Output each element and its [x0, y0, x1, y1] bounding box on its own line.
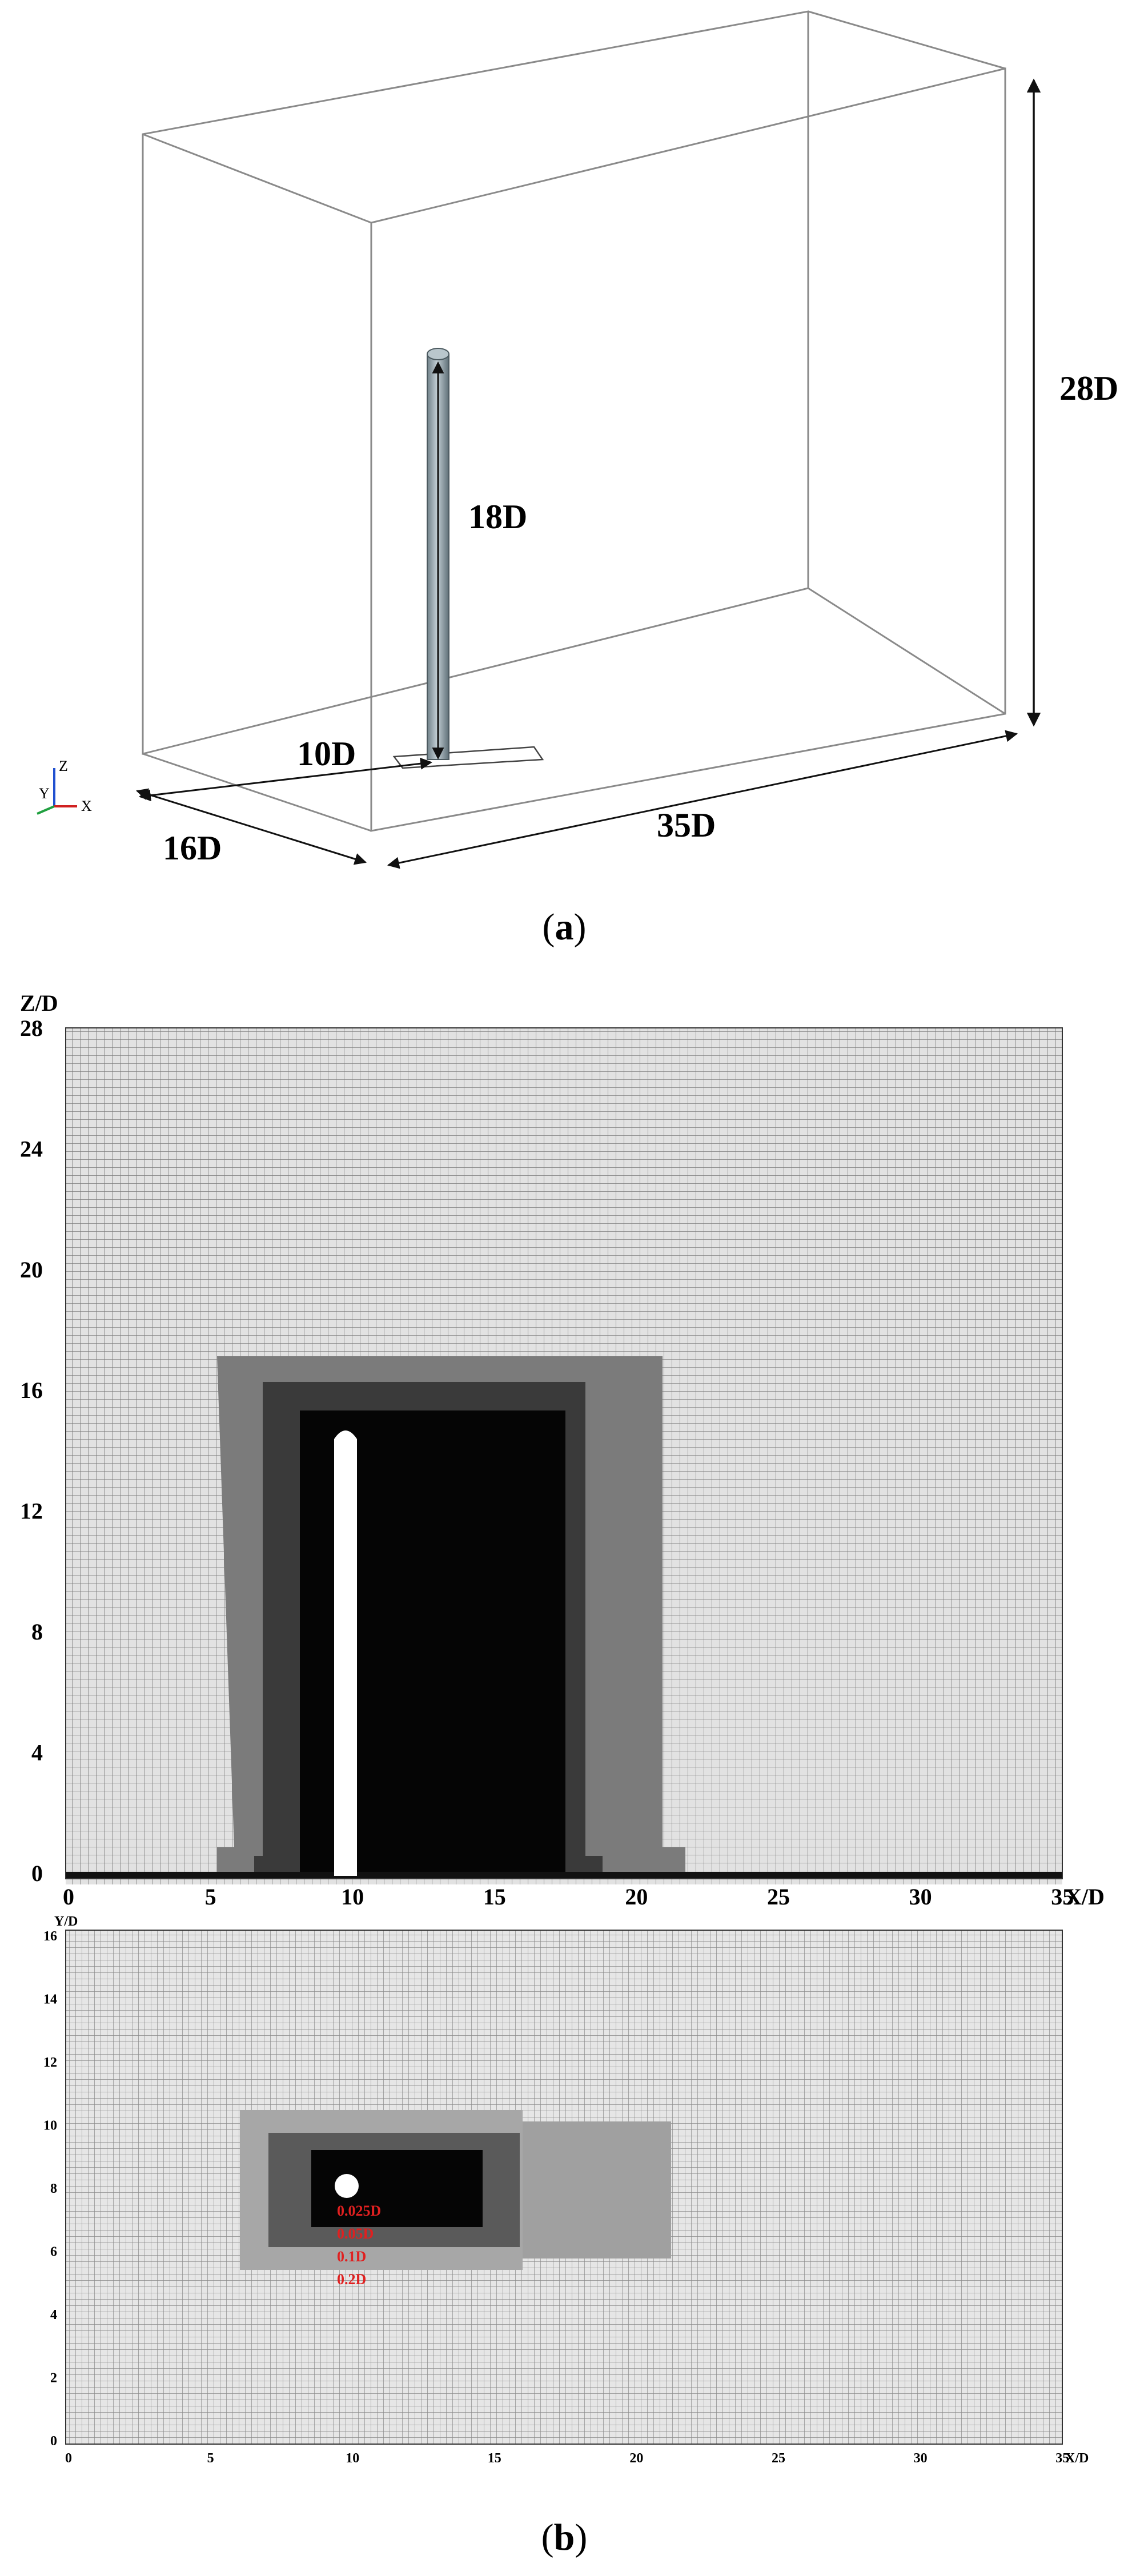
width-label: 16D — [163, 829, 222, 867]
side-xtick-35: 35 — [1051, 1884, 1074, 1910]
side-ytick-12: 12 — [20, 1498, 43, 1524]
side-xtick-0: 0 — [63, 1884, 74, 1910]
top-xtick-5: 5 — [207, 2451, 214, 2466]
side-view-axes: Z/D X/D 28 24 20 16 12 8 4 0 0 5 10 15 20 25 30 35 — [20, 990, 1105, 1910]
caption-a: (a) — [543, 906, 587, 948]
top-ytick-10: 10 — [43, 2119, 57, 2133]
side-view-cylinder — [334, 1430, 357, 1876]
side-view-mesh — [65, 1027, 1063, 1884]
side-ytick-20: 20 — [20, 1257, 43, 1283]
side-ytick-28: 28 — [20, 1015, 43, 1041]
top-xtick-35: 35 — [1055, 2451, 1069, 2466]
side-ytick-0: 0 — [31, 1860, 43, 1886]
caption-b: (b) — [541, 2517, 588, 2558]
side-y-axis-title: Z/D — [20, 990, 58, 1016]
top-ytick-12: 12 — [43, 2055, 57, 2070]
side-xtick-15: 15 — [483, 1884, 506, 1910]
top-xtick-0: 0 — [65, 2451, 72, 2466]
refine-label-02: 0.2D — [337, 2271, 366, 2288]
side-xtick-30: 30 — [909, 1884, 932, 1910]
top-xtick-10: 10 — [346, 2451, 359, 2466]
svg-text:Z: Z — [59, 758, 68, 774]
top-view-mesh — [65, 1930, 1063, 2445]
svg-text:Y: Y — [39, 785, 50, 802]
top-ytick-2: 2 — [50, 2371, 57, 2386]
side-xtick-5: 5 — [205, 1884, 216, 1910]
top-xtick-20: 20 — [629, 2451, 643, 2466]
side-ytick-16: 16 — [20, 1377, 43, 1403]
top-xtick-15: 15 — [488, 2451, 501, 2466]
height-label: 28D — [1059, 369, 1118, 407]
top-ytick-8: 8 — [50, 2181, 57, 2196]
top-ytick-16: 16 — [43, 1929, 57, 1944]
top-view-cylinder — [335, 2174, 359, 2198]
top-ytick-4: 4 — [50, 2308, 57, 2322]
side-xtick-10: 10 — [341, 1884, 364, 1910]
refine-label-0025: 0.025D — [337, 2203, 381, 2219]
side-xtick-20: 20 — [625, 1884, 648, 1910]
side-x-axis-title: X/D — [1065, 1884, 1105, 1910]
width-arrow — [135, 788, 367, 865]
side-ytick-8: 8 — [31, 1619, 43, 1645]
top-ytick-0: 0 — [50, 2434, 57, 2449]
axis-triad-icon: Z Y X — [37, 758, 92, 815]
top-ytick-14: 14 — [43, 1992, 57, 2007]
offset-label: 10D — [297, 735, 356, 773]
side-ytick-4: 4 — [31, 1739, 43, 1765]
length-arrow — [387, 730, 1018, 869]
cylinder-height-label: 18D — [468, 498, 527, 536]
length-label: 35D — [657, 806, 716, 844]
top-xtick-25: 25 — [772, 2451, 785, 2466]
refinement-labels: 0.025D 0.05D 0.1D 0.2D — [337, 2203, 381, 2288]
top-y-axis-title: Y/D — [54, 1914, 78, 1929]
panel-a-domain-diagram: 28D 18D 10D 16D 35D Z Y X — [37, 10, 1118, 869]
side-ytick-24: 24 — [20, 1136, 43, 1162]
top-xtick-30: 30 — [914, 2451, 928, 2466]
svg-text:X: X — [81, 798, 92, 814]
side-xtick-25: 25 — [767, 1884, 790, 1910]
refine-label-01: 0.1D — [337, 2248, 366, 2265]
domain-box — [142, 10, 1006, 832]
top-x-axis-title: X/D — [1065, 2451, 1089, 2466]
top-ytick-6: 6 — [50, 2245, 57, 2260]
refine-label-005: 0.05D — [337, 2225, 374, 2242]
